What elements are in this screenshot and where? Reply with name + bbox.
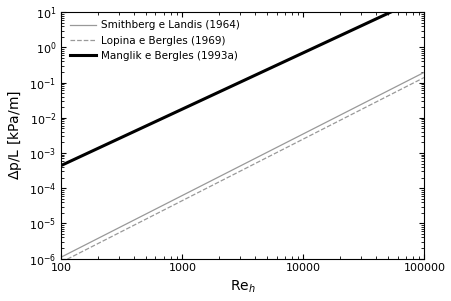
Lopina e Bergles (1969)	[231, 172, 236, 176]
Lopina e Bergles (1969)	[59, 260, 64, 264]
Line: Manglik e Bergles (1993a): Manglik e Bergles (1993a)	[61, 0, 424, 166]
Lopina e Bergles (1969)	[275, 150, 280, 154]
Manglik e Bergles (1993a)	[59, 164, 64, 167]
Manglik e Bergles (1993a)	[233, 82, 239, 86]
Lopina e Bergles (1969)	[422, 76, 427, 79]
Smithberg e Landis (1964)	[422, 70, 427, 74]
Smithberg e Landis (1964)	[255, 155, 261, 159]
Y-axis label: $\Delta$p/L [kPa/m]: $\Delta$p/L [kPa/m]	[5, 90, 23, 180]
Smithberg e Landis (1964)	[231, 167, 236, 171]
Manglik e Bergles (1993a)	[255, 72, 261, 76]
Lopina e Bergles (1969)	[233, 172, 239, 175]
Smithberg e Landis (1964)	[59, 255, 64, 259]
X-axis label: Re$_h$: Re$_h$	[230, 279, 256, 296]
Lopina e Bergles (1969)	[356, 109, 362, 113]
Line: Lopina e Bergles (1969): Lopina e Bergles (1969)	[61, 77, 424, 262]
Lopina e Bergles (1969)	[255, 160, 261, 164]
Smithberg e Landis (1964)	[275, 145, 280, 149]
Lopina e Bergles (1969)	[413, 80, 419, 84]
Smithberg e Landis (1964)	[356, 104, 362, 107]
Line: Smithberg e Landis (1964): Smithberg e Landis (1964)	[61, 72, 424, 257]
Smithberg e Landis (1964)	[413, 75, 419, 79]
Manglik e Bergles (1993a)	[356, 25, 362, 29]
Manglik e Bergles (1993a)	[231, 83, 236, 87]
Manglik e Bergles (1993a)	[413, 0, 419, 2]
Manglik e Bergles (1993a)	[275, 63, 280, 67]
Smithberg e Landis (1964)	[233, 166, 239, 170]
Legend: Smithberg e Landis (1964), Lopina e Bergles (1969), Manglik e Bergles (1993a): Smithberg e Landis (1964), Lopina e Berg…	[66, 17, 243, 64]
